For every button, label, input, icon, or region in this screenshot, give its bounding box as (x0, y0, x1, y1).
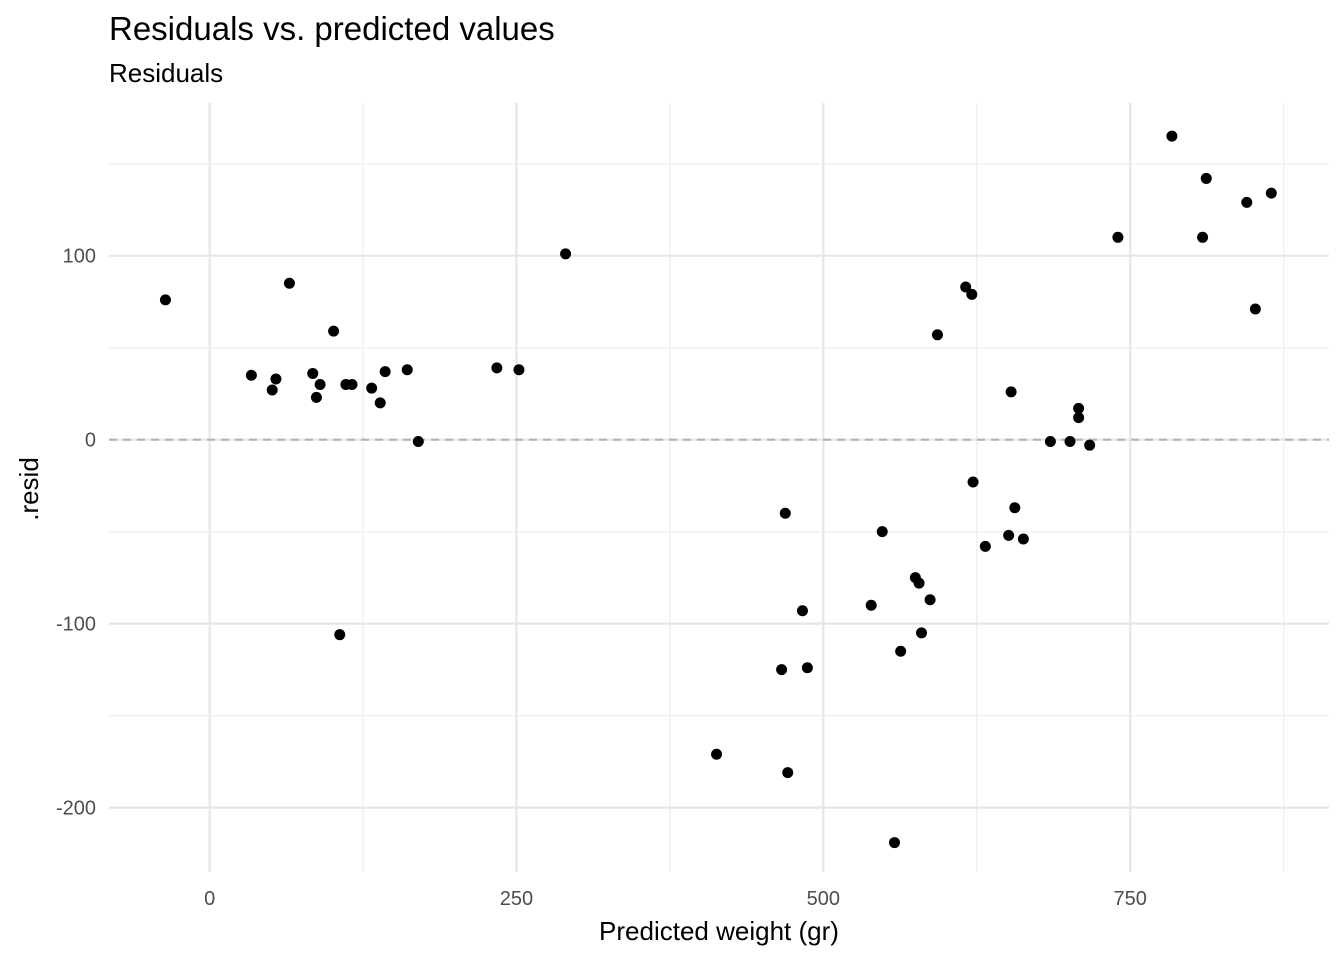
data-point (895, 645, 907, 657)
data-point (889, 837, 901, 849)
data-point (1003, 529, 1015, 541)
data-point (979, 540, 991, 552)
data-point (374, 397, 386, 409)
data-point (913, 577, 925, 589)
y-tick-labels: -200 -100 0 100 (56, 246, 96, 820)
data-point (266, 384, 278, 396)
data-point (779, 507, 791, 519)
data-point (1044, 436, 1056, 448)
data-point (1009, 502, 1021, 514)
grid-lines (109, 103, 1329, 872)
data-point (1249, 303, 1261, 315)
data-point (328, 325, 340, 337)
data-point (711, 748, 723, 760)
data-point (270, 373, 282, 385)
data-point (801, 662, 813, 674)
data-point (1084, 439, 1096, 451)
x-tick-label: 0 (204, 888, 215, 910)
data-point (1073, 412, 1085, 424)
data-point (307, 367, 319, 379)
data-point (245, 369, 257, 381)
data-point (924, 594, 936, 606)
data-point (401, 364, 413, 376)
x-tick-label: 250 (500, 888, 533, 910)
data-point (379, 366, 391, 378)
x-tick-labels: 0 250 500 750 (204, 888, 1147, 910)
x-tick-label: 500 (807, 888, 840, 910)
data-point (513, 364, 525, 376)
data-point (876, 526, 888, 538)
data-point (960, 281, 972, 293)
data-point (366, 382, 378, 394)
y-tick-label: -200 (56, 798, 96, 820)
data-point (491, 362, 503, 374)
data-point (916, 627, 928, 639)
data-point (782, 767, 794, 779)
chart-subtitle: Residuals (109, 58, 223, 88)
data-point (1073, 402, 1085, 414)
data-points (159, 130, 1277, 849)
data-point (966, 288, 978, 300)
y-tick-label: -100 (56, 614, 96, 636)
data-point (1112, 231, 1124, 243)
data-point (1200, 172, 1212, 184)
data-point (1064, 436, 1076, 448)
data-point (560, 248, 572, 260)
data-point (314, 378, 326, 390)
data-point (1265, 187, 1277, 199)
data-point (1166, 130, 1178, 142)
data-point (1017, 533, 1029, 545)
data-point (412, 436, 424, 448)
data-point (967, 476, 979, 488)
data-point (159, 294, 171, 306)
data-point (776, 664, 788, 676)
data-point (1197, 231, 1209, 243)
y-axis-title: .resid (14, 457, 44, 521)
data-point (283, 277, 295, 289)
data-point (931, 329, 943, 341)
x-axis-title: Predicted weight (gr) (599, 916, 839, 946)
data-point (346, 378, 358, 390)
data-point (1241, 196, 1253, 208)
data-point (334, 629, 346, 641)
data-point (865, 599, 877, 611)
data-point (310, 391, 322, 403)
x-tick-label: 750 (1113, 888, 1146, 910)
chart-title: Residuals vs. predicted values (109, 10, 555, 47)
y-tick-label: 0 (85, 430, 96, 452)
data-point (1005, 386, 1017, 398)
data-point (796, 605, 808, 617)
y-tick-label: 100 (63, 246, 96, 268)
